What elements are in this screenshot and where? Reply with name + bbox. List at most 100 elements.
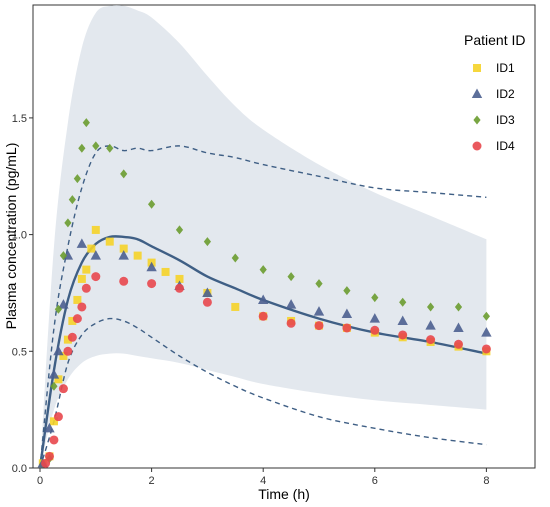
- legend-label-id4: ID4: [496, 139, 515, 153]
- data-point-id2: [90, 250, 101, 260]
- data-point-id3: [64, 218, 72, 228]
- data-point-id2: [44, 422, 55, 433]
- data-point-id1: [77, 274, 86, 283]
- data-point-id3: [148, 199, 156, 209]
- data-point-id4: [342, 323, 352, 333]
- data-point-id1: [73, 295, 82, 304]
- data-point-id2: [58, 299, 69, 309]
- data-point-id4: [258, 311, 268, 321]
- data-point-id4: [481, 344, 491, 354]
- data-point-id3: [343, 286, 351, 296]
- data-point-id4: [41, 458, 51, 468]
- legend-key-id4: [472, 141, 482, 151]
- data-point-id1: [82, 265, 91, 274]
- data-point-id3: [106, 143, 114, 153]
- data-point-id2: [146, 261, 157, 272]
- lower-prediction-line: [39, 317, 487, 469]
- legend-key-id3: [473, 115, 481, 125]
- data-point-id3: [50, 381, 58, 391]
- x-tick-label: 2: [149, 475, 155, 487]
- data-point-id1: [133, 251, 142, 260]
- x-tick-label: 4: [260, 475, 266, 487]
- data-point-id3: [78, 143, 86, 153]
- data-point-id1: [91, 225, 100, 234]
- y-tick-label: 1.0: [12, 230, 27, 242]
- data-point-id3: [59, 251, 68, 261]
- curves-layer: [38, 145, 487, 469]
- data-point-id1: [119, 244, 128, 253]
- data-point-id3: [231, 253, 239, 263]
- data-point-id1: [175, 274, 184, 283]
- data-point-id4: [147, 279, 157, 289]
- median-curve: [38, 235, 487, 469]
- data-point-id2: [481, 327, 492, 337]
- legend-key-id1: [473, 64, 481, 72]
- points-layer: [37, 118, 492, 468]
- data-point-id2: [48, 369, 60, 379]
- y-tick-label: 1.5: [12, 113, 27, 125]
- data-point-id3: [315, 279, 323, 289]
- y-axis-title: Plasma concentration (pg/mL): [3, 143, 19, 330]
- data-point-id2: [202, 287, 213, 297]
- data-point-id3: [54, 304, 63, 314]
- data-point-id2: [118, 250, 129, 260]
- data-point-id4: [286, 318, 296, 328]
- y-tick-label: 0.5: [12, 346, 27, 358]
- data-point-id2: [313, 306, 325, 316]
- data-point-id4: [426, 335, 436, 345]
- data-point-id4: [63, 346, 73, 356]
- data-point-id4: [77, 302, 87, 312]
- data-point-id4: [67, 332, 77, 342]
- axes-layer: 0 2 4 6 8 0.0 0.5 1.0 1.5: [12, 113, 490, 487]
- data-point-id1: [49, 417, 58, 426]
- data-point-id3: [482, 311, 490, 321]
- y-tick-label: 0.0: [12, 463, 27, 475]
- data-point-id2: [258, 294, 269, 304]
- confidence-band-layer: [40, 5, 487, 468]
- data-point-id3: [454, 302, 463, 312]
- data-point-id3: [68, 195, 76, 205]
- data-point-id2: [397, 315, 408, 325]
- data-point-id3: [259, 265, 267, 275]
- data-point-id4: [119, 276, 129, 286]
- data-point-id3: [82, 118, 90, 128]
- data-point-id1: [87, 244, 96, 253]
- data-point-id4: [72, 314, 82, 324]
- data-point-id4: [44, 451, 54, 461]
- data-point-id2: [341, 308, 353, 318]
- data-point-id4: [175, 283, 184, 293]
- data-point-id1: [59, 351, 68, 360]
- data-point-id3: [120, 169, 128, 179]
- data-point-id4: [370, 325, 380, 335]
- data-point-id2: [76, 238, 88, 248]
- x-tick-label: 0: [37, 475, 43, 487]
- data-point-id4: [81, 283, 91, 293]
- data-point-id4: [91, 272, 101, 282]
- x-tick-label: 6: [372, 475, 378, 487]
- data-point-id3: [203, 237, 211, 247]
- confidence-band: [40, 5, 487, 468]
- data-point-id3: [399, 297, 407, 307]
- data-point-id1: [161, 267, 170, 276]
- legend-title: Patient ID: [464, 32, 525, 48]
- legend-label-id3: ID3: [496, 113, 515, 127]
- data-point-id3: [73, 174, 81, 184]
- data-point-id4: [398, 330, 408, 340]
- data-point-id2: [453, 322, 464, 332]
- data-point-id2: [285, 299, 297, 309]
- data-point-id3: [175, 225, 184, 235]
- legend-key-id2: [471, 88, 483, 98]
- data-point-id2: [53, 345, 64, 356]
- data-point-id4: [314, 321, 324, 331]
- data-point-id4: [454, 339, 463, 349]
- data-point-id4: [202, 297, 212, 307]
- data-point-id3: [287, 272, 295, 282]
- data-point-id3: [427, 302, 435, 312]
- data-point-id4: [49, 435, 59, 445]
- data-point-id1: [63, 335, 72, 344]
- upper-prediction-line: [39, 145, 487, 469]
- legend-label-id1: ID1: [496, 61, 515, 75]
- data-point-id3: [92, 141, 100, 151]
- x-tick-label: 8: [483, 475, 489, 487]
- data-point-id2: [369, 313, 380, 323]
